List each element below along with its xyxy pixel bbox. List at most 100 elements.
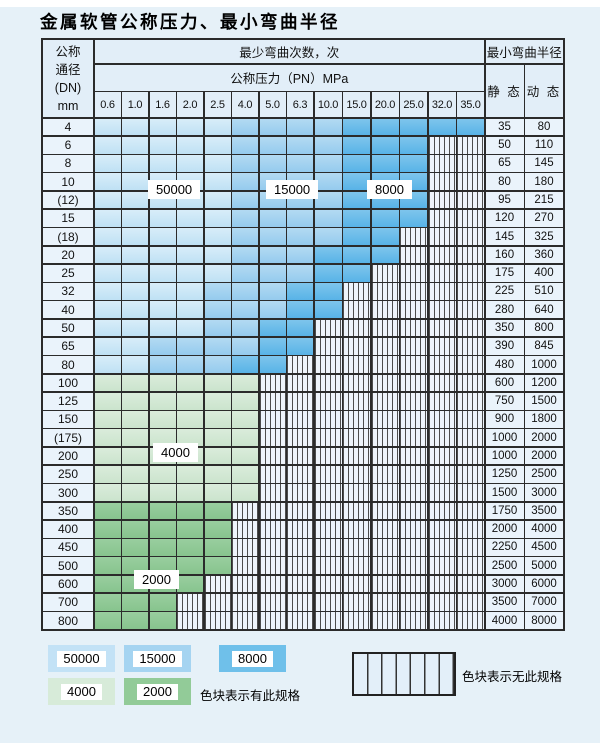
- no-spec-cell: [371, 465, 399, 483]
- no-spec-cell: [314, 319, 342, 337]
- no-spec-cell: [457, 557, 484, 575]
- spec-cell: [204, 173, 231, 191]
- spec-cell: [177, 118, 203, 136]
- no-spec-cell: [400, 429, 427, 447]
- no-spec-cell: [457, 337, 484, 355]
- no-spec-cell: [287, 411, 313, 428]
- no-spec-cell: [457, 301, 484, 319]
- spec-cell: [259, 228, 286, 245]
- no-spec-cell: [259, 392, 286, 410]
- spec-cell: [177, 374, 203, 392]
- spec-cell: [204, 246, 231, 264]
- legend-swatch-label: 15000: [133, 650, 182, 667]
- no-spec-cell: [371, 593, 399, 611]
- no-spec-cell: [428, 575, 456, 593]
- zone-tag-4000: 4000: [153, 443, 198, 462]
- no-spec-cell: [343, 447, 370, 465]
- no-spec-cell: [232, 502, 258, 520]
- min-bend-radius-header: 最小弯曲半径: [485, 40, 563, 63]
- dynamic-radius-cell: 80: [525, 118, 563, 136]
- spec-cell: [122, 155, 148, 172]
- no-spec-cell: [343, 429, 370, 447]
- spec-cell: [177, 136, 203, 154]
- no-spec-cell: [314, 429, 342, 447]
- spec-cell: [314, 283, 342, 300]
- spec-cell: [94, 575, 121, 593]
- no-spec-cell: [457, 246, 484, 264]
- no-spec-cell: [457, 173, 484, 191]
- spec-cell: [343, 191, 370, 209]
- spec-cell: [232, 337, 258, 355]
- no-spec-cell: [457, 484, 484, 501]
- no-spec-cell: [343, 465, 370, 483]
- spec-cell: [177, 392, 203, 410]
- pressure-value-header: 2.5: [204, 92, 231, 117]
- no-spec-cell: [287, 612, 313, 629]
- no-spec-cell: [204, 575, 231, 593]
- no-spec-cell: [259, 520, 286, 538]
- spec-cell: [122, 356, 148, 373]
- dn-cell: 6: [43, 136, 93, 154]
- no-spec-cell: [259, 429, 286, 447]
- dn-cell: 400: [43, 520, 93, 538]
- spec-cell: [122, 465, 148, 483]
- spec-cell: [287, 319, 313, 337]
- no-spec-cell: [204, 593, 231, 611]
- pressure-value-header: 32.0: [428, 92, 456, 117]
- spec-cell: [177, 283, 203, 300]
- no-spec-cell: [457, 593, 484, 611]
- spec-cell: [287, 209, 313, 227]
- no-spec-cell: [428, 301, 456, 319]
- static-radius-cell: 4000: [485, 612, 524, 629]
- no-spec-cell: [343, 539, 370, 556]
- no-spec-cell: [314, 392, 342, 410]
- spec-cell: [204, 429, 231, 447]
- no-spec-cell: [400, 539, 427, 556]
- static-radius-cell: 1000: [485, 429, 524, 447]
- spec-cell: [149, 502, 176, 520]
- dn-cell: 700: [43, 593, 93, 611]
- spec-cell: [122, 539, 148, 556]
- spec-cell: [122, 283, 148, 300]
- spec-cell: [259, 246, 286, 264]
- static-radius-cell: 750: [485, 392, 524, 410]
- no-spec-cell: [343, 411, 370, 428]
- spec-cell: [232, 173, 258, 191]
- spec-cell: [371, 155, 399, 172]
- no-spec-cell: [400, 283, 427, 300]
- spec-cell: [287, 246, 313, 264]
- dn-cell: 40: [43, 301, 93, 319]
- no-spec-cell: [428, 246, 456, 264]
- spec-cell: [204, 392, 231, 410]
- spec-cell: [314, 301, 342, 319]
- no-spec-cell: [343, 575, 370, 593]
- static-radius-cell: 175: [485, 264, 524, 282]
- spec-cell: [122, 264, 148, 282]
- spec-cell: [94, 191, 121, 209]
- no-spec-cell: [400, 392, 427, 410]
- no-spec-cell: [343, 337, 370, 355]
- spec-cell: [259, 337, 286, 355]
- no-spec-cell: [428, 612, 456, 629]
- no-spec-cell: [314, 575, 342, 593]
- spec-cell: [177, 502, 203, 520]
- no-spec-cell: [314, 539, 342, 556]
- no-spec-cell: [371, 283, 399, 300]
- spec-cell: [204, 264, 231, 282]
- spec-cell: [122, 173, 148, 191]
- no-spec-cell: [457, 191, 484, 209]
- spec-cell: [314, 136, 342, 154]
- dynamic-radius-cell: 360: [525, 246, 563, 264]
- no-spec-cell: [232, 557, 258, 575]
- no-spec-cell: [400, 484, 427, 501]
- dynamic-radius-cell: 145: [525, 155, 563, 172]
- static-radius-cell: 280: [485, 301, 524, 319]
- dynamic-radius-cell: 5000: [525, 557, 563, 575]
- spec-cell: [122, 502, 148, 520]
- no-spec-cell: [287, 520, 313, 538]
- spec-cell: [204, 447, 231, 465]
- spec-cell: [259, 136, 286, 154]
- no-spec-cell: [343, 374, 370, 392]
- spec-cell: [149, 374, 176, 392]
- no-spec-cell: [400, 575, 427, 593]
